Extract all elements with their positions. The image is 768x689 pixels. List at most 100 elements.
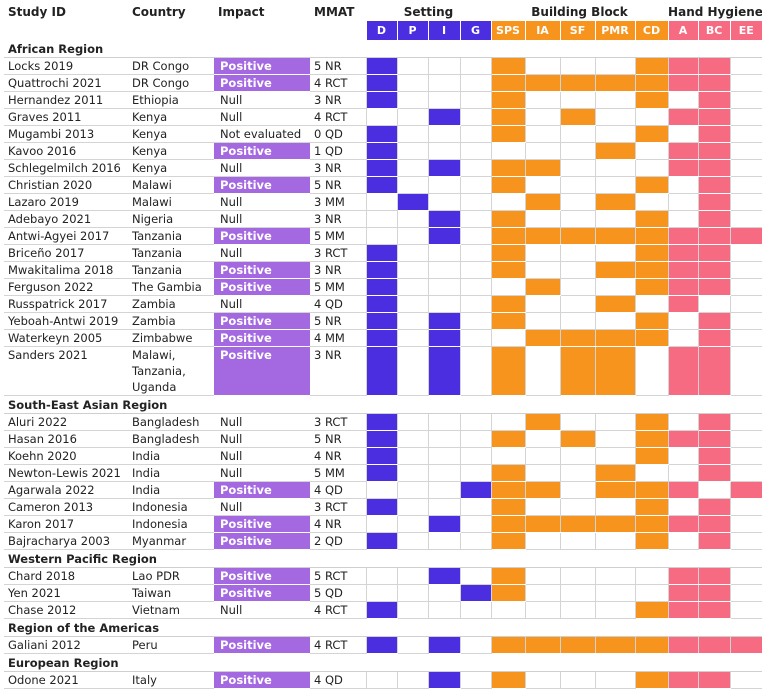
- matrix-cell-sps: [490, 481, 525, 499]
- region-name: African Region: [4, 40, 763, 58]
- matrix-cell-sps: [490, 430, 525, 448]
- matrix-cell-sf: [559, 261, 595, 279]
- matrix-cell-sf: [559, 108, 595, 126]
- matrix-cell-pmr: [594, 464, 635, 482]
- matrix-cell-a: [667, 498, 699, 516]
- matrix-cell-ee: [729, 481, 763, 499]
- mmat-cell: 4 RCT: [310, 108, 366, 126]
- matrix-cell-ia: [524, 601, 560, 619]
- matrix-cell-sf: [559, 584, 595, 602]
- table-row: Briceño 2017 Tanzania Null 3 RCT: [4, 244, 763, 262]
- matrix-cell-sf: [559, 515, 595, 533]
- matrix-cell-sps: [490, 447, 525, 465]
- matrix-cell-pmr: [594, 601, 635, 619]
- matrix-cell-g: [459, 671, 491, 689]
- study-id-cell: Adebayo 2021: [4, 210, 128, 228]
- matrix-cell-i: [427, 261, 460, 279]
- matrix-cell-sf: [559, 671, 595, 689]
- impact-label: Positive: [220, 534, 272, 548]
- matrix-cell-i: [427, 346, 460, 396]
- matrix-cell-sf: [559, 278, 595, 296]
- table-row: Yen 2021 Taiwan Positive 5 QD: [4, 584, 763, 602]
- matrix-cell-sf: [559, 91, 595, 109]
- matrix-cell-sf: [559, 176, 595, 194]
- matrix-cell-cd: [634, 498, 669, 516]
- region-header: South-East Asian Region: [4, 395, 763, 414]
- matrix-cell-bc: [697, 57, 731, 75]
- impact-label: Positive: [220, 263, 272, 277]
- matrix-cell-sps: [490, 584, 525, 602]
- matrix-cell-i: [427, 125, 460, 143]
- matrix-cell-sf: [559, 567, 595, 585]
- matrix-cell-p: [396, 430, 428, 448]
- study-id-cell: Lazaro 2019: [4, 193, 128, 211]
- matrix-cell-bc: [697, 498, 731, 516]
- impact-label: Null: [220, 449, 243, 463]
- matrix-cell-sps: [490, 91, 525, 109]
- region-name: Region of the Americas: [4, 618, 763, 637]
- impact-cell: Null: [214, 447, 310, 465]
- matrix-cell-bc: [697, 447, 731, 465]
- matrix-cell-bc: [697, 244, 731, 262]
- matrix-cell-a: [667, 142, 699, 160]
- study-id-cell: Chase 2012: [4, 601, 128, 619]
- matrix-cell-g: [459, 295, 491, 313]
- impact-label: Null: [220, 195, 243, 209]
- matrix-cell-g: [459, 346, 491, 396]
- matrix-cell-d: [365, 142, 397, 160]
- matrix-cell-d: [365, 193, 397, 211]
- matrix-cell-bc: [697, 636, 731, 654]
- matrix-cell-cd: [634, 227, 669, 245]
- matrix-cell-i: [427, 671, 460, 689]
- matrix-cell-ee: [729, 125, 763, 143]
- matrix-cell-ia: [524, 261, 560, 279]
- matrix-cell-pmr: [594, 515, 635, 533]
- matrix-cell-sps: [490, 108, 525, 126]
- matrix-cell-cd: [634, 108, 669, 126]
- matrix-cell-ia: [524, 244, 560, 262]
- matrix-cell-ia: [524, 159, 560, 177]
- subheader-bc: BC: [697, 21, 731, 40]
- matrix-cell-g: [459, 584, 491, 602]
- matrix-cell-ee: [729, 57, 763, 75]
- matrix-cell-pmr: [594, 244, 635, 262]
- matrix-cell-p: [396, 227, 428, 245]
- impact-label: Positive: [220, 76, 272, 90]
- country-cell: Bangladesh: [128, 413, 214, 431]
- matrix-cell-a: [667, 278, 699, 296]
- matrix-cell-ia: [524, 210, 560, 228]
- mmat-cell: 4 QD: [310, 295, 366, 313]
- impact-label: Null: [220, 603, 243, 617]
- matrix-cell-bc: [697, 312, 731, 330]
- mmat-cell: 4 RCT: [310, 74, 366, 92]
- header-setting: Setting: [403, 4, 454, 19]
- matrix-cell-d: [365, 601, 397, 619]
- mmat-cell: 3 RCT: [310, 244, 366, 262]
- country-cell: India: [128, 464, 214, 482]
- matrix-cell-a: [667, 671, 699, 689]
- country-cell: Vietnam: [128, 601, 214, 619]
- study-id-cell: Russpatrick 2017: [4, 295, 128, 313]
- matrix-cell-d: [365, 413, 397, 431]
- matrix-cell-cd: [634, 671, 669, 689]
- matrix-cell-pmr: [594, 261, 635, 279]
- matrix-cell-pmr: [594, 567, 635, 585]
- matrix-cell-d: [365, 447, 397, 465]
- matrix-cell-pmr: [594, 532, 635, 550]
- matrix-cell-i: [427, 295, 460, 313]
- impact-cell: Positive: [214, 532, 310, 550]
- matrix-cell-ia: [524, 447, 560, 465]
- matrix-cell-d: [365, 532, 397, 550]
- matrix-cell-g: [459, 464, 491, 482]
- matrix-cell-d: [365, 312, 397, 330]
- matrix-cell-ee: [729, 430, 763, 448]
- matrix-cell-sps: [490, 210, 525, 228]
- matrix-cell-g: [459, 413, 491, 431]
- matrix-cell-sps: [490, 74, 525, 92]
- matrix-cell-ee: [729, 91, 763, 109]
- matrix-cell-i: [427, 312, 460, 330]
- matrix-cell-i: [427, 515, 460, 533]
- impact-cell: Positive: [214, 329, 310, 347]
- mmat-cell: 5 NR: [310, 176, 366, 194]
- matrix-cell-bc: [697, 430, 731, 448]
